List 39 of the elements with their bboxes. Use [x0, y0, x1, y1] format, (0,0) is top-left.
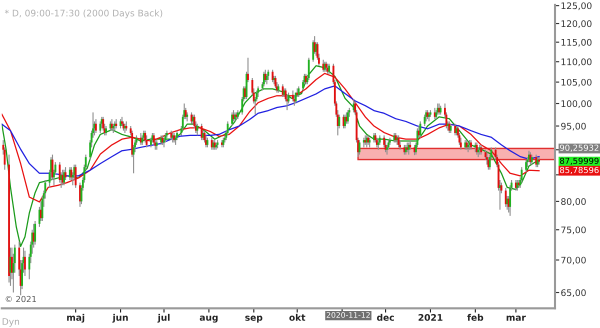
candlestick [231, 112, 233, 127]
x-tick-label: sep [245, 316, 262, 323]
candlestick [257, 86, 260, 98]
y-tick-label: 105,00 [562, 78, 592, 87]
candlestick [486, 152, 488, 166]
candlestick [63, 169, 66, 186]
chart-title: * D, 09:00-17:30 (2000 Days Back) [4, 9, 162, 18]
annotation: © 2021 [6, 296, 36, 302]
x-tick-label: aug [200, 316, 218, 323]
x-tick-label: dec [377, 314, 394, 321]
annotation: 85,78596 [560, 166, 599, 174]
x-tick-label: maj [67, 314, 84, 323]
y-tick-label: 100,00 [562, 100, 592, 108]
candlestick [74, 164, 77, 188]
candlestick [328, 63, 330, 74]
candlestick [292, 90, 294, 102]
candlestick [409, 140, 412, 150]
x-tick-label: mar [506, 316, 526, 321]
y-tick-label: 65,00 [561, 289, 586, 297]
candlestick [480, 144, 482, 156]
x-tick-label: okt [289, 314, 306, 321]
annotation: 90,25932 [560, 144, 598, 152]
x-tick-label: jul [157, 314, 170, 323]
x-tick-label: 2021 [418, 314, 442, 321]
y-tick-label: 110,00 [562, 58, 592, 66]
x-tick-label: feb [467, 314, 484, 321]
y-tick-label: 80,00 [561, 198, 586, 206]
y-tick-label: 70,00 [561, 256, 586, 264]
y-tick-label: 75,00 [561, 226, 586, 234]
y-tick-label: 120,00 [562, 20, 592, 28]
candlestick [368, 137, 371, 148]
candlestick [146, 134, 148, 148]
y-tick-label: 95,00 [561, 122, 586, 131]
annotation: 87,59999 [560, 158, 599, 165]
candlestick [398, 134, 400, 148]
text: Dyn [2, 318, 20, 327]
x-tick-label: jun [112, 314, 128, 323]
y-tick-label: 115,00 [562, 38, 592, 47]
y-tick-label: 125,00 [562, 2, 592, 10]
